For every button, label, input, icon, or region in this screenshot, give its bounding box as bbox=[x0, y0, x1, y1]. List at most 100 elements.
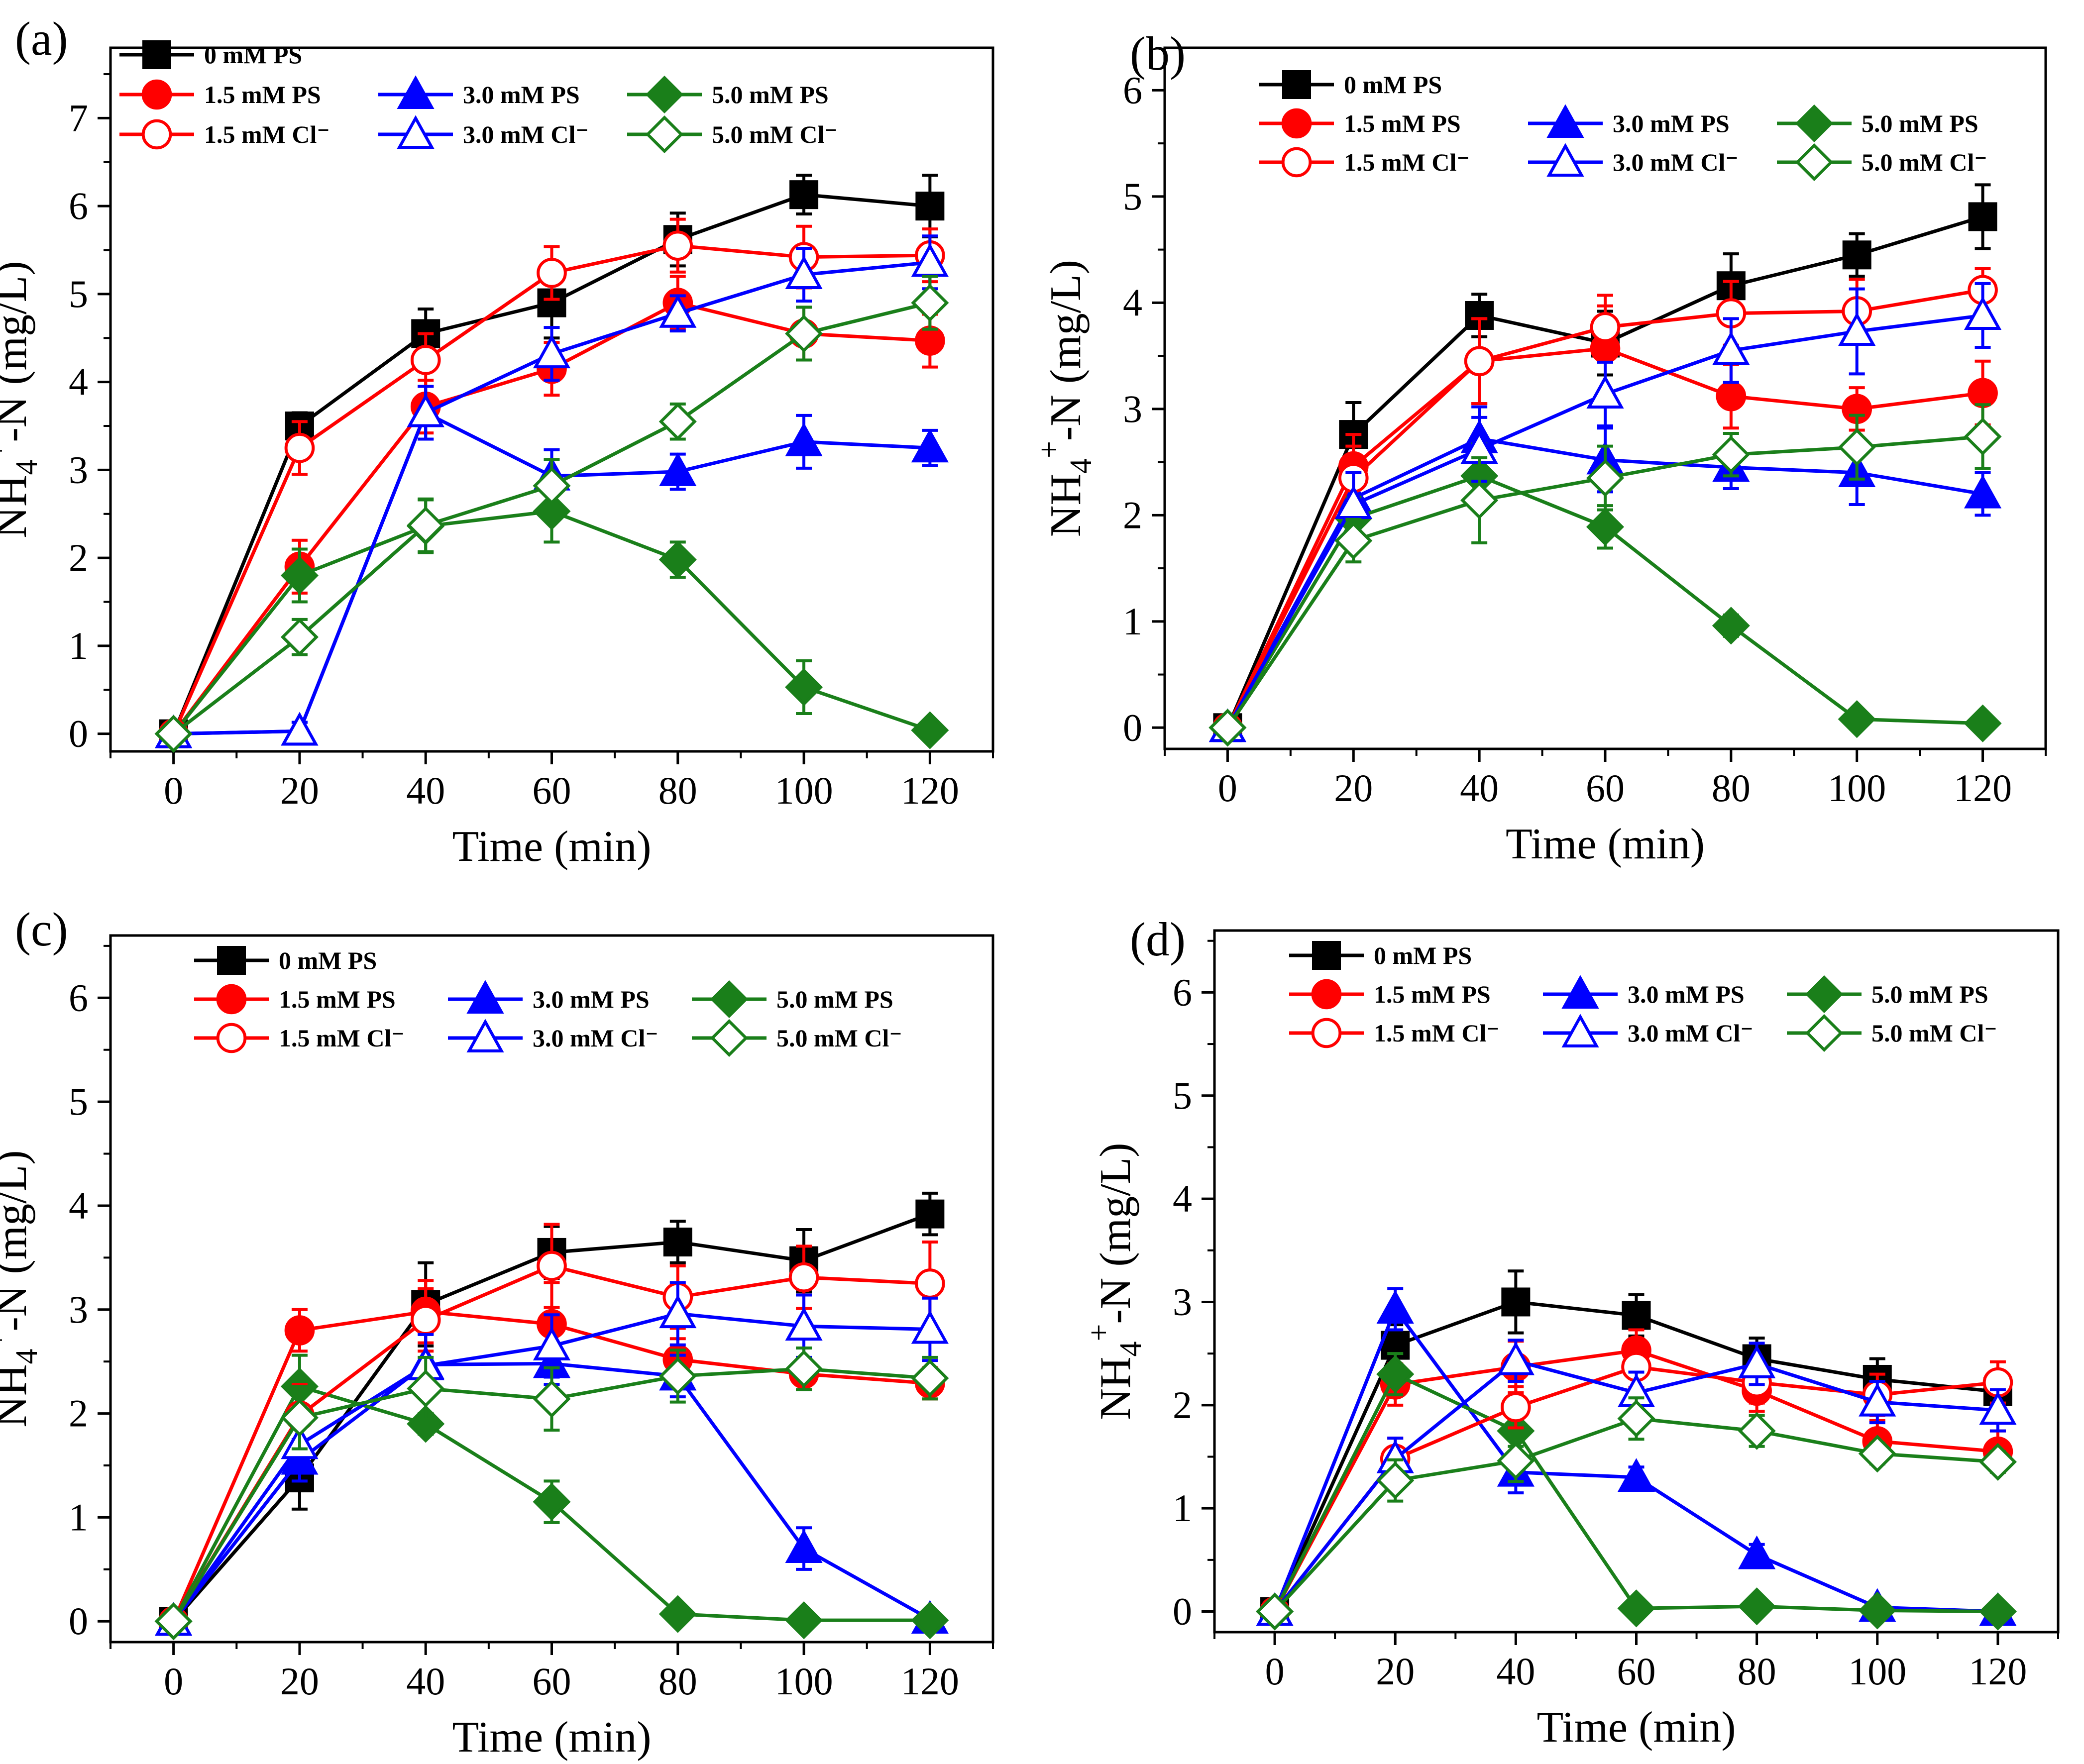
data-point bbox=[1586, 459, 1625, 497]
legend-item: 5.0 mM Cl⁻ bbox=[1777, 143, 1987, 182]
data-point bbox=[1376, 1461, 1415, 1500]
legend-item: 1.5 mM PS bbox=[1259, 108, 1461, 139]
data-point bbox=[911, 1359, 949, 1397]
data-point bbox=[1738, 1535, 1776, 1569]
data-point bbox=[537, 258, 567, 288]
y-axis-title: NH4+-N (mg/L) bbox=[1032, 260, 1098, 537]
legend-marker bbox=[1312, 941, 1341, 970]
y-tick-label: 3 bbox=[69, 1288, 88, 1331]
legend-marker bbox=[1805, 1014, 1844, 1052]
x-tick-label: 20 bbox=[1376, 1650, 1415, 1693]
x-axis-title: Time (min) bbox=[452, 1713, 651, 1762]
data-point bbox=[284, 1315, 315, 1346]
data-point bbox=[915, 1199, 945, 1229]
data-point bbox=[911, 284, 949, 322]
legend-item: 1.5 mM PS bbox=[194, 984, 396, 1015]
legend-marker bbox=[1281, 108, 1312, 139]
y-tick-label: 6 bbox=[1173, 970, 1192, 1014]
data-point bbox=[911, 428, 949, 463]
data-point bbox=[1968, 378, 1998, 409]
data-point bbox=[1712, 331, 1750, 365]
data-point bbox=[280, 556, 319, 595]
legend-marker bbox=[141, 79, 172, 110]
legend-label: 5.0 mM PS bbox=[1871, 980, 1988, 1008]
data-point bbox=[1501, 1287, 1531, 1317]
y-tick-label: 7 bbox=[69, 96, 88, 139]
panel-label: (a) bbox=[15, 12, 68, 65]
legend-item: 5.0 mM PS bbox=[627, 75, 829, 114]
data-point bbox=[789, 180, 819, 209]
x-tick-label: 0 bbox=[1265, 1650, 1285, 1693]
y-tick-label: 4 bbox=[69, 360, 88, 404]
legend-label: 3.0 mM Cl⁻ bbox=[1613, 148, 1739, 176]
legend-item: 1.5 mM Cl⁻ bbox=[1259, 147, 1470, 178]
x-tick-label: 40 bbox=[1460, 766, 1499, 810]
y-tick-label: 1 bbox=[1123, 600, 1142, 643]
y-tick-label: 4 bbox=[1173, 1177, 1192, 1220]
legend-marker bbox=[466, 980, 504, 1014]
data-point bbox=[1712, 435, 1750, 474]
x-tick-label: 120 bbox=[1969, 1650, 2027, 1693]
x-tick-label: 60 bbox=[1586, 766, 1625, 810]
data-point bbox=[658, 403, 697, 441]
data-point bbox=[407, 1369, 445, 1408]
y-tick-label: 6 bbox=[1123, 68, 1142, 111]
legend-item: 0 mM PS bbox=[1289, 941, 1472, 970]
legend-item: 1.5 mM Cl⁻ bbox=[1289, 1018, 1500, 1048]
data-point bbox=[1617, 1458, 1655, 1492]
data-point bbox=[1617, 1589, 1655, 1628]
series-0-mm-ps bbox=[1260, 1269, 2012, 1626]
panel-label: (c) bbox=[15, 903, 68, 956]
x-tick-label: 80 bbox=[1738, 1650, 1776, 1693]
data-point bbox=[1464, 346, 1495, 377]
legend-label: 3.0 mM PS bbox=[1613, 109, 1730, 137]
panel-label: (d) bbox=[1130, 913, 1186, 966]
data-point bbox=[1838, 312, 1876, 346]
series-line bbox=[172, 509, 931, 735]
data-point bbox=[785, 1349, 823, 1388]
data-point bbox=[1978, 1592, 2017, 1631]
y-tick-label: 0 bbox=[1173, 1590, 1192, 1633]
data-point bbox=[1964, 474, 2002, 509]
y-axis-title: NH4+-N (mg/L) bbox=[0, 1150, 44, 1427]
legend-marker bbox=[710, 1019, 749, 1057]
legend-item: 5.0 mM PS bbox=[1787, 975, 1988, 1014]
legend-label: 5.0 mM PS bbox=[1862, 109, 1978, 137]
data-point bbox=[281, 712, 319, 746]
data-point bbox=[1738, 1412, 1776, 1450]
data-point bbox=[1622, 1301, 1651, 1330]
legend-label: 1.5 mM PS bbox=[279, 985, 396, 1013]
y-tick-label: 3 bbox=[69, 448, 88, 491]
legend-label: 3.0 mM PS bbox=[1628, 980, 1745, 1008]
legend-label: 3.0 mM Cl⁻ bbox=[1628, 1019, 1754, 1047]
data-point bbox=[1497, 1442, 1535, 1480]
data-point bbox=[1256, 1592, 1294, 1631]
legend-item: 5.0 mM PS bbox=[692, 980, 893, 1019]
legend-marker bbox=[216, 984, 247, 1015]
legend-marker bbox=[1795, 143, 1834, 182]
data-point bbox=[788, 1262, 819, 1293]
data-point bbox=[663, 1228, 692, 1257]
legend-marker bbox=[1282, 70, 1311, 99]
legend-item: 5.0 mM PS bbox=[1777, 104, 1978, 143]
data-point bbox=[407, 506, 445, 544]
legend-label: 3.0 mM PS bbox=[463, 81, 580, 108]
data-point bbox=[1964, 417, 2002, 456]
data-point bbox=[533, 1380, 571, 1418]
legend-marker bbox=[1311, 979, 1342, 1010]
legend-marker bbox=[1546, 104, 1584, 138]
y-tick-label: 2 bbox=[1123, 493, 1142, 536]
data-point bbox=[1460, 481, 1499, 519]
series-5.0-mm-cl- bbox=[1256, 1396, 2017, 1631]
y-tick-label: 5 bbox=[1123, 175, 1142, 218]
legend-label: 1.5 mM Cl⁻ bbox=[1374, 1019, 1500, 1047]
data-point bbox=[1964, 296, 2002, 330]
legend-marker bbox=[141, 119, 172, 150]
legend-marker bbox=[466, 1019, 504, 1052]
legend-label: 3.0 mM PS bbox=[533, 985, 650, 1013]
data-point bbox=[1979, 1391, 2017, 1425]
y-tick-label: 1 bbox=[69, 624, 88, 667]
legend-label: 5.0 mM PS bbox=[712, 81, 829, 108]
legend-item: 3.0 mM PS bbox=[1543, 975, 1745, 1009]
data-point bbox=[284, 432, 315, 463]
